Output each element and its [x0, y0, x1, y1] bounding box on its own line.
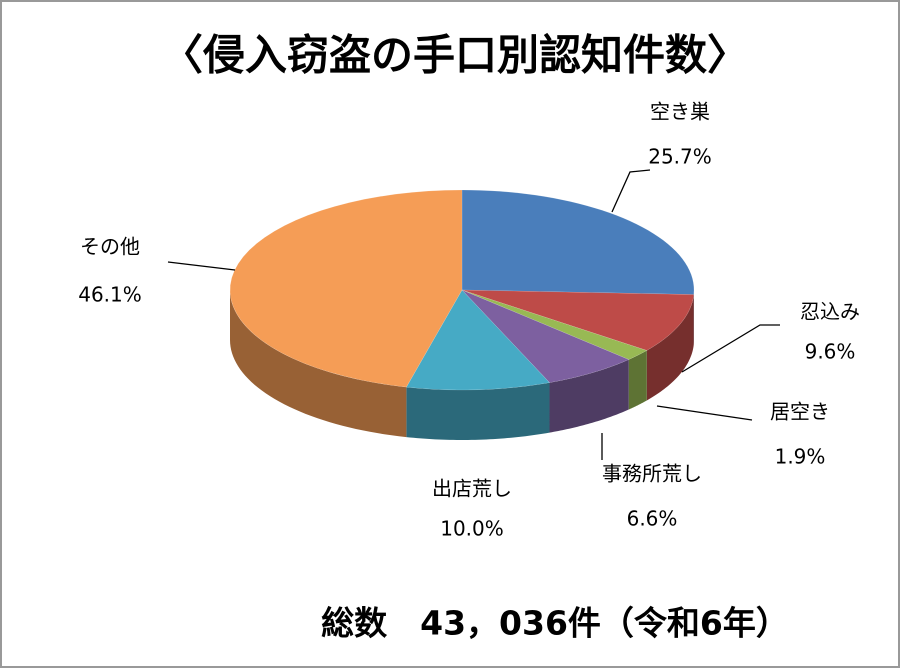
category-label: 出店荒し — [432, 477, 512, 501]
slice-side — [628, 350, 647, 410]
pie — [229, 189, 695, 440]
footnote: 総数 43，036件（令和6年） — [321, 604, 789, 643]
value-label: 1.9% — [775, 445, 826, 469]
leader-line — [656, 405, 753, 421]
leader-line — [611, 169, 651, 213]
category-label: 事務所荒し — [602, 462, 702, 486]
value-label: 9.6% — [805, 340, 856, 364]
slice-side — [230, 290, 407, 438]
leader-line — [167, 261, 236, 271]
value-label: 6.6% — [627, 507, 678, 531]
category-label: 忍込み — [800, 300, 860, 324]
category-label: その他 — [80, 235, 140, 259]
category-label: 居空き — [770, 400, 830, 424]
slice-side — [406, 382, 550, 440]
value-label: 10.0% — [440, 517, 504, 541]
value-label: 46.1% — [78, 283, 142, 307]
category-label: 空き巣 — [650, 100, 710, 124]
slice — [461, 289, 695, 351]
slice — [461, 289, 648, 360]
leader-line — [681, 324, 780, 373]
slice-side — [646, 294, 694, 401]
slice — [405, 289, 551, 391]
slice — [461, 289, 630, 383]
value-label: 25.7% — [648, 145, 712, 169]
slice — [461, 189, 695, 295]
slice — [229, 189, 463, 388]
chart-title: 〈侵入窃盗の手口別認知件数〉 — [161, 31, 749, 80]
slice-side — [549, 359, 629, 433]
